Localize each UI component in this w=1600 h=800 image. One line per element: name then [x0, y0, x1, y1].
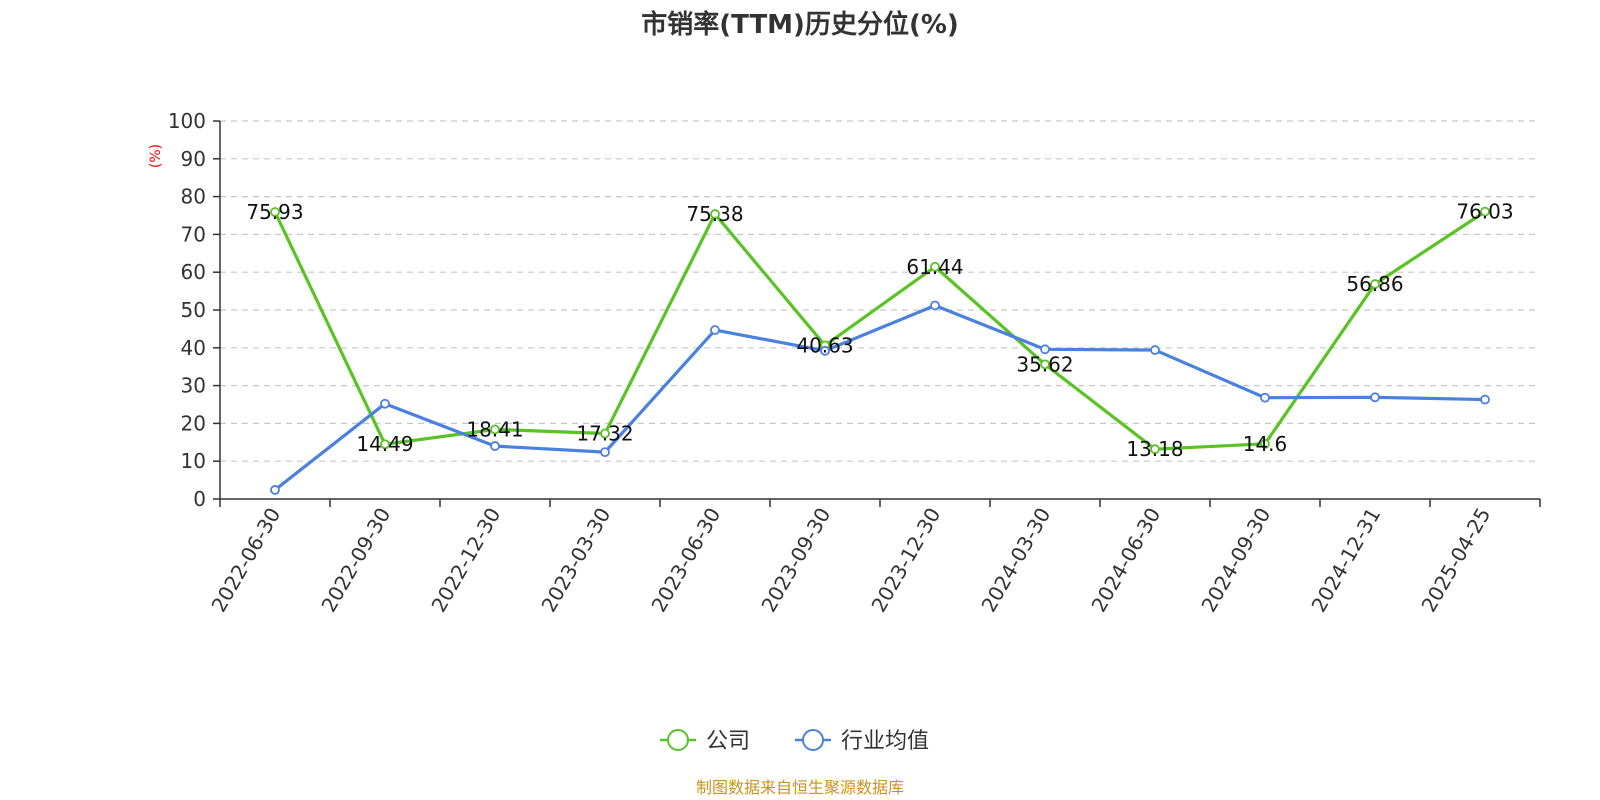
data-point[interactable]	[710, 209, 720, 219]
grid-lines	[220, 120, 1540, 462]
data-point[interactable]	[490, 424, 500, 435]
legend-label: 公司	[706, 729, 750, 754]
y-tick-label: 90	[181, 147, 206, 171]
source-note: 制图数据来自恒生聚源数据库	[696, 778, 904, 797]
x-tick-label: 2023-06-30	[646, 504, 725, 617]
data-point[interactable]	[1370, 392, 1380, 403]
data-point[interactable]	[930, 261, 940, 272]
y-tick-label: 60	[181, 260, 206, 284]
data-point[interactable]	[270, 207, 280, 217]
data-point[interactable]	[600, 447, 610, 458]
y-tick-label: 100	[168, 109, 206, 133]
data-point[interactable]	[1040, 344, 1050, 355]
data-label: 13.18	[1126, 437, 1183, 461]
x-tick-label: 2025-04-25	[1416, 504, 1495, 617]
data-label: 75.38	[686, 202, 743, 226]
data-point[interactable]	[1150, 444, 1160, 455]
data-point[interactable]	[490, 441, 500, 451]
series-layer	[270, 206, 1490, 495]
y-tick-label: 0	[193, 487, 206, 511]
x-tick-label: 2023-09-30	[756, 504, 835, 617]
y-axis-unit: (%)	[148, 144, 164, 168]
legend-item-0[interactable]: 公司	[660, 729, 750, 754]
y-tick-label: 30	[181, 374, 206, 398]
legend-label: 行业均值	[841, 729, 929, 754]
data-point[interactable]	[1150, 345, 1160, 355]
data-label: 18.41	[466, 417, 523, 441]
legend-item-1[interactable]: 行业均值	[795, 729, 929, 754]
data-point[interactable]	[820, 345, 830, 356]
data-point[interactable]	[600, 428, 610, 439]
data-label: 17.32	[576, 422, 633, 446]
data-point[interactable]	[380, 398, 390, 409]
data-label: 56.86	[1346, 272, 1403, 296]
x-tick-label: 2022-06-30	[206, 504, 285, 617]
x-tick-label: 2024-03-30	[976, 504, 1055, 617]
series-line-0	[273, 210, 1486, 451]
data-labels: 75.93 14.49 18.41 17.32 75.38 40.63 61.44 35.62…	[246, 200, 1513, 462]
x-tick-label: 2022-12-30	[426, 504, 505, 617]
data-point[interactable]	[1480, 206, 1490, 217]
data-point[interactable]	[1260, 438, 1270, 449]
data-label: 14.49	[356, 432, 413, 456]
x-tick-label: 2023-12-30	[866, 504, 945, 617]
data-point[interactable]	[930, 300, 940, 311]
data-point[interactable]	[270, 485, 280, 495]
data-label: 40.63	[796, 333, 853, 357]
y-tick-label: 50	[181, 298, 206, 322]
x-tick-label: 2024-09-30	[1196, 504, 1275, 617]
legend[interactable]: 公司 行业均值	[660, 729, 929, 754]
data-point[interactable]	[1040, 359, 1050, 370]
y-axis: 0 10 20 30 40 50 60 70 80 90 100	[168, 109, 221, 511]
y-tick-label: 40	[181, 336, 206, 360]
data-point[interactable]	[1480, 394, 1490, 405]
data-point[interactable]	[1260, 392, 1270, 403]
y-tick-label: 80	[181, 185, 206, 209]
series-line-1	[274, 303, 1486, 492]
legend-marker	[802, 729, 824, 751]
x-axis: 2022-06-30 2022-09-30 2022-12-30 2023-03-30…	[206, 498, 1541, 617]
chart-title: 市销率(TTM)历史分位(%)	[641, 9, 959, 40]
data-label: 61.44	[906, 255, 963, 279]
data-point[interactable]	[710, 325, 720, 335]
y-tick-label: 20	[181, 411, 206, 435]
data-label: 76.03	[1456, 200, 1513, 224]
data-label: 75.93	[246, 200, 303, 224]
x-tick-label: 2022-09-30	[316, 504, 395, 617]
data-label: 35.62	[1016, 352, 1073, 376]
y-tick-label: 70	[181, 222, 206, 246]
data-point[interactable]	[1370, 279, 1380, 289]
y-tick-label: 10	[181, 449, 206, 473]
x-tick-label: 2024-06-30	[1086, 504, 1165, 617]
legend-marker	[667, 729, 689, 751]
data-point[interactable]	[380, 439, 390, 450]
data-label: 14.6	[1243, 432, 1288, 456]
x-tick-label: 2024-12-31	[1306, 504, 1385, 617]
x-tick-label: 2023-03-30	[536, 504, 615, 617]
